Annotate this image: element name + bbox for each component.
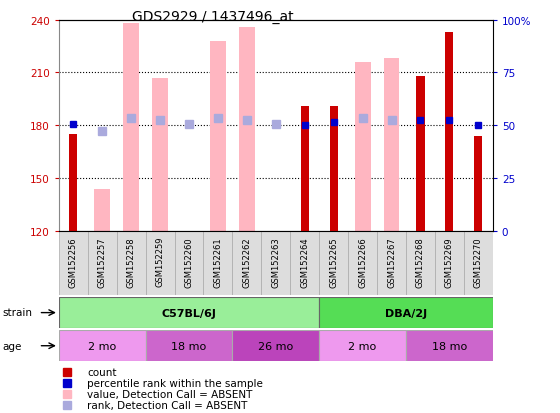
Bar xyxy=(330,107,338,231)
Text: GDS2929 / 1437496_at: GDS2929 / 1437496_at xyxy=(132,10,293,24)
Bar xyxy=(203,231,232,295)
Text: percentile rank within the sample: percentile rank within the sample xyxy=(87,378,263,388)
Text: GSM152267: GSM152267 xyxy=(387,236,396,287)
Text: age: age xyxy=(3,341,22,351)
Bar xyxy=(59,330,146,361)
Text: GSM152264: GSM152264 xyxy=(300,236,309,287)
Bar xyxy=(59,297,319,328)
Text: 2 mo: 2 mo xyxy=(88,341,116,351)
Bar xyxy=(319,297,493,328)
Text: GSM152263: GSM152263 xyxy=(271,236,281,287)
Text: GSM152266: GSM152266 xyxy=(358,236,367,287)
Text: GSM152260: GSM152260 xyxy=(184,236,194,287)
Bar xyxy=(406,330,493,361)
Bar xyxy=(474,136,482,231)
Bar xyxy=(348,231,377,295)
Bar xyxy=(301,107,309,231)
Text: GSM152256: GSM152256 xyxy=(69,236,78,287)
Bar xyxy=(175,231,203,295)
Text: 18 mo: 18 mo xyxy=(432,341,467,351)
Text: GSM152262: GSM152262 xyxy=(242,236,251,287)
Bar xyxy=(262,231,290,295)
Text: value, Detection Call = ABSENT: value, Detection Call = ABSENT xyxy=(87,389,253,399)
Bar xyxy=(59,231,88,295)
Bar xyxy=(232,330,319,361)
Text: GSM152259: GSM152259 xyxy=(156,236,165,287)
Bar xyxy=(354,63,371,231)
Bar xyxy=(319,330,406,361)
Text: 2 mo: 2 mo xyxy=(348,341,377,351)
Text: GSM152265: GSM152265 xyxy=(329,236,338,287)
Bar xyxy=(232,231,262,295)
Text: 26 mo: 26 mo xyxy=(258,341,293,351)
Bar xyxy=(146,231,175,295)
Text: count: count xyxy=(87,368,116,377)
Bar xyxy=(384,59,399,231)
Bar xyxy=(445,33,454,231)
Bar xyxy=(239,28,255,231)
Bar xyxy=(417,77,424,231)
Bar xyxy=(152,78,168,231)
Bar xyxy=(406,231,435,295)
Text: 18 mo: 18 mo xyxy=(171,341,207,351)
Bar xyxy=(210,42,226,231)
Text: GSM152270: GSM152270 xyxy=(474,236,483,287)
Bar xyxy=(94,189,110,231)
Bar xyxy=(319,231,348,295)
Bar xyxy=(377,231,406,295)
Text: GSM152261: GSM152261 xyxy=(213,236,222,287)
Bar xyxy=(88,231,116,295)
Text: rank, Detection Call = ABSENT: rank, Detection Call = ABSENT xyxy=(87,400,248,410)
Bar xyxy=(290,231,319,295)
Text: GSM152258: GSM152258 xyxy=(127,236,136,287)
Text: strain: strain xyxy=(3,308,33,318)
Text: GSM152268: GSM152268 xyxy=(416,236,425,287)
Text: DBA/2J: DBA/2J xyxy=(385,308,427,318)
Bar xyxy=(146,330,232,361)
Bar xyxy=(123,24,139,231)
Text: C57BL/6J: C57BL/6J xyxy=(162,308,216,318)
Text: GSM152257: GSM152257 xyxy=(97,236,107,287)
Bar xyxy=(69,135,77,231)
Text: GSM152269: GSM152269 xyxy=(445,236,454,287)
Bar xyxy=(435,231,464,295)
Bar xyxy=(464,231,493,295)
Bar xyxy=(116,231,146,295)
